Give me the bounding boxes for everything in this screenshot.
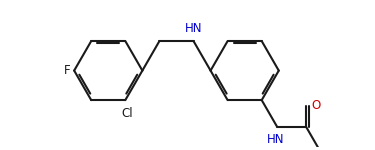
Text: Cl: Cl: [122, 107, 133, 120]
Text: F: F: [63, 64, 70, 77]
Text: HN: HN: [267, 133, 285, 146]
Text: HN: HN: [185, 22, 202, 35]
Text: O: O: [311, 99, 320, 112]
